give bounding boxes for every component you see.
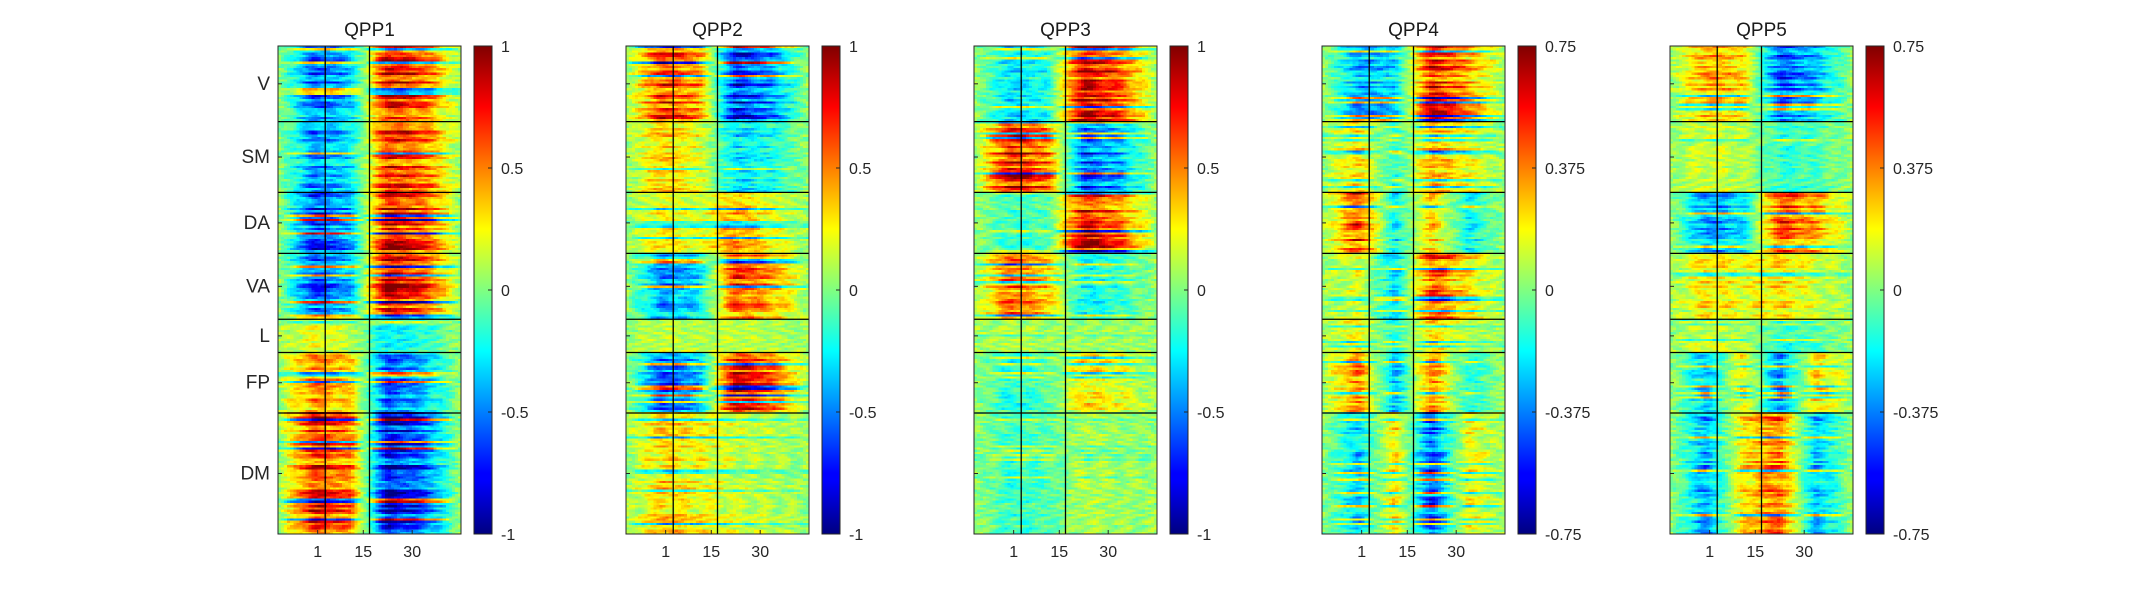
panel-title: QPP1 xyxy=(344,20,395,41)
